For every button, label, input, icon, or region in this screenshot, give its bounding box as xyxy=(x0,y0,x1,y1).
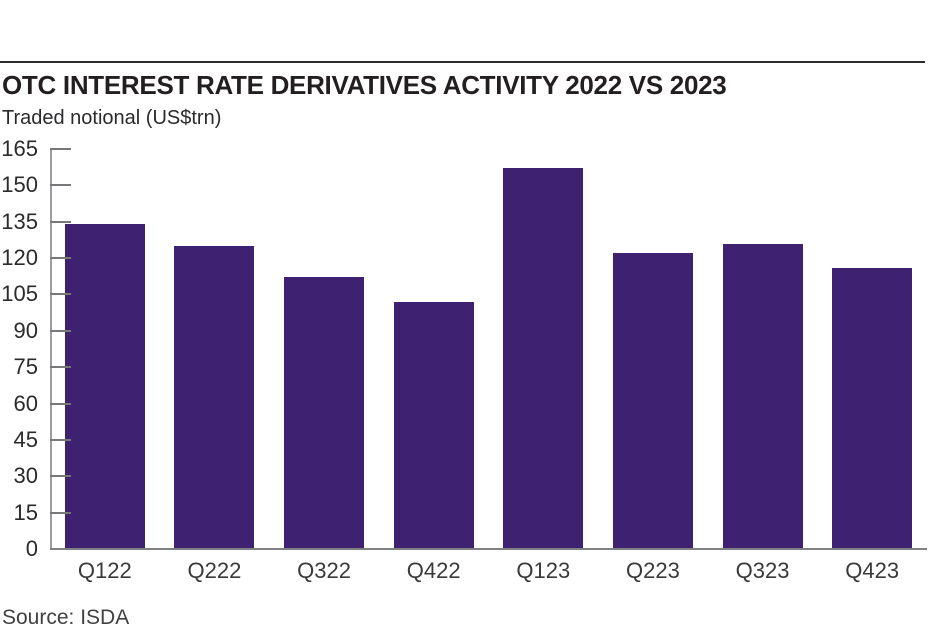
y-tick-label: 75 xyxy=(13,354,38,380)
y-tick-mark xyxy=(50,329,71,332)
chart-subtitle: Traded notional (US$trn) xyxy=(2,107,222,129)
y-tick-label: 90 xyxy=(13,317,38,343)
y-tick-label: 165 xyxy=(1,136,38,161)
y-tick-label: 0 xyxy=(25,536,38,561)
y-tick-label: 105 xyxy=(1,281,38,307)
y-tick-mark xyxy=(50,402,71,405)
y-tick-label: 120 xyxy=(1,245,38,271)
x-axis-label: Q223 xyxy=(626,558,680,583)
x-axis-label: Q422 xyxy=(406,558,461,583)
bar xyxy=(393,301,474,549)
x-axis-label: Q123 xyxy=(516,558,571,583)
y-tick-mark xyxy=(50,293,71,296)
y-tick-mark xyxy=(50,438,71,441)
bar xyxy=(612,253,693,549)
y-tick-label: 30 xyxy=(13,463,38,489)
x-axis-label: Q323 xyxy=(735,558,790,583)
x-axis-label: Q222 xyxy=(187,558,242,583)
top-rule xyxy=(0,61,925,63)
y-tick-mark xyxy=(50,220,71,223)
y-tick-label: 60 xyxy=(13,390,38,416)
y-tick-mark xyxy=(50,257,71,260)
source-note: Source: ISDA xyxy=(2,606,130,629)
y-tick-mark xyxy=(50,184,71,187)
bar xyxy=(174,245,255,549)
x-axis-line xyxy=(50,548,927,550)
bar xyxy=(64,224,145,549)
bar xyxy=(284,277,365,549)
x-axis-label: Q122 xyxy=(77,558,132,583)
y-tick-mark xyxy=(50,475,71,478)
y-tick-mark xyxy=(50,366,71,369)
y-tick-mark xyxy=(50,511,71,514)
y-tick-label: 150 xyxy=(1,172,38,198)
bar xyxy=(503,168,584,549)
x-axis-label: Q423 xyxy=(845,558,900,583)
page-title: OTC INTEREST RATE DERIVATIVES ACTIVITY 2… xyxy=(2,70,727,100)
y-tick-label: 135 xyxy=(1,208,38,234)
bar xyxy=(832,267,913,549)
bar xyxy=(722,243,803,549)
y-tick-mark xyxy=(50,148,71,150)
y-axis-line xyxy=(50,148,52,549)
y-tick-label: 15 xyxy=(13,499,38,525)
x-axis-label: Q322 xyxy=(297,558,351,583)
y-tick-label: 45 xyxy=(13,426,38,452)
